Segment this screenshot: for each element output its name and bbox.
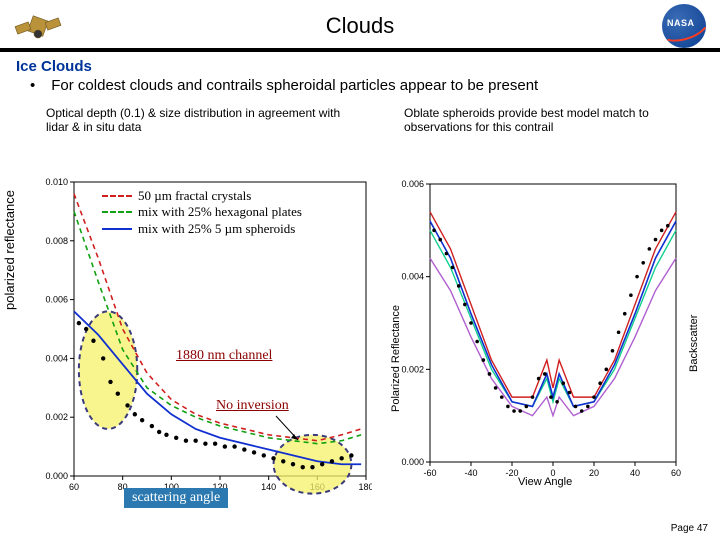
ylabel-right-b: Backscatter	[688, 315, 700, 372]
svg-text:20: 20	[589, 468, 599, 478]
header: Clouds	[0, 0, 720, 52]
svg-text:0.004: 0.004	[45, 353, 68, 363]
chart-left: 60801001201401601800.0000.0020.0040.0060…	[26, 176, 372, 506]
caption-right: Oblate spheroids provide best model matc…	[404, 106, 694, 135]
svg-text:0.004: 0.004	[401, 272, 424, 282]
bullet-text: For coldest clouds and contrails spheroi…	[51, 77, 538, 96]
page-title: Clouds	[0, 0, 720, 52]
svg-text:60: 60	[671, 468, 681, 478]
ylabel-right-a: Polarized Reflectance	[390, 305, 402, 412]
section-heading: Ice Clouds	[16, 58, 704, 75]
svg-text:0.006: 0.006	[401, 179, 424, 189]
legend-swatch	[102, 228, 132, 230]
svg-text:-20: -20	[505, 468, 518, 478]
bullet: • For coldest clouds and contrails spher…	[30, 77, 704, 96]
svg-text:0.006: 0.006	[45, 295, 68, 305]
instrument-logo	[8, 4, 68, 48]
svg-text:0.008: 0.008	[45, 236, 68, 246]
svg-text:0.010: 0.010	[45, 177, 68, 187]
svg-text:0.000: 0.000	[401, 457, 424, 467]
svg-text:60: 60	[69, 482, 79, 492]
legend-label: mix with 25% 5 µm spheroids	[138, 221, 295, 237]
svg-text:0.002: 0.002	[45, 412, 68, 422]
chart-right: -60-40-2002040600.0000.0020.0040.006 Pol…	[382, 176, 698, 492]
svg-text:-60: -60	[423, 468, 436, 478]
caption-left: Optical depth (0.1) & size distribution …	[46, 106, 366, 135]
svg-text:140: 140	[261, 482, 276, 492]
annotation-1880: 1880 nm channel	[176, 348, 272, 364]
legend-label: mix with 25% hexagonal plates	[138, 204, 302, 220]
ylabel-left: polarized reflectance	[2, 190, 17, 310]
legend-label: 50 µm fractal crystals	[138, 188, 251, 204]
xlabel-left: scattering angle	[124, 488, 228, 508]
xlabel-right: View Angle	[518, 476, 572, 488]
page-number: Page 47	[671, 523, 708, 534]
svg-text:0.002: 0.002	[401, 364, 424, 374]
legend-swatch	[102, 211, 132, 213]
svg-text:-40: -40	[464, 468, 477, 478]
svg-text:0.000: 0.000	[45, 471, 68, 481]
annotation-noinv: No inversion	[216, 398, 289, 414]
legend-swatch	[102, 195, 132, 197]
bullet-marker: •	[30, 77, 35, 96]
svg-text:180: 180	[358, 482, 372, 492]
svg-text:40: 40	[630, 468, 640, 478]
charts-area: 60801001201401601800.0000.0020.0040.0060…	[26, 176, 710, 508]
content: Ice Clouds • For coldest clouds and cont…	[0, 52, 720, 135]
legend-left: 50 µm fractal crystals mix with 25% hexa…	[102, 188, 302, 237]
nasa-logo	[656, 4, 712, 48]
